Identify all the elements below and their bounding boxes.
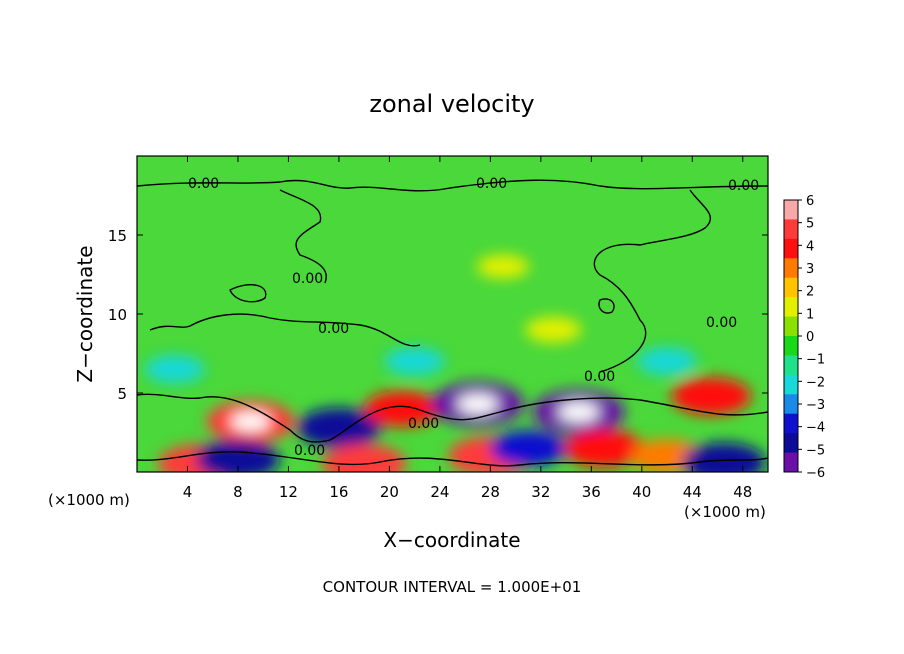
contour-label-6: 0.00 — [584, 369, 615, 385]
x-tick-label-9: 40 — [632, 483, 651, 501]
y-axis-label: Z−coordinate — [73, 245, 97, 382]
field-feature-18 — [476, 254, 529, 279]
zero-contours — [137, 179, 768, 467]
field-feature-2 — [195, 439, 280, 472]
y-tick-label-0: 5 — [117, 385, 127, 403]
x-axis-ticks: 4 8 12 16 20 24 28 32 36 40 44 48 — [183, 156, 752, 501]
field-feature-13 — [681, 442, 766, 472]
x-tick-label-5: 24 — [430, 483, 449, 501]
contour-line-low — [137, 393, 768, 443]
field-feature-14 — [144, 355, 205, 384]
y-tick-label-1: 10 — [108, 306, 127, 324]
field-feature-core-6 — [457, 394, 499, 414]
svg-text:0.00: 0.00 — [292, 271, 323, 287]
colorbar-swatch-11 — [784, 413, 798, 434]
colorbar-label-10: −4 — [806, 421, 825, 436]
contour-label-2: 0.00 — [728, 178, 759, 194]
field-feature-16 — [525, 316, 582, 343]
x-tick-label-2: 12 — [279, 483, 298, 501]
colorbar-label-6: 0 — [806, 330, 814, 345]
field-feature-core-0 — [230, 411, 271, 431]
y-axis-ticks: 5 10 15 — [108, 227, 768, 403]
colorbar-swatch-5 — [784, 297, 798, 318]
colorbar-swatch-10 — [784, 394, 798, 415]
plot-field: 0.00 0.00 0.00 0.00 0.00 0.00 0.00 0.00 0.00 — [137, 156, 768, 472]
contour-label-7: 0.00 — [408, 416, 439, 432]
x-tick-label-1: 8 — [233, 483, 243, 501]
field-feature-3 — [296, 407, 381, 448]
contour-label-4: 0.00 — [318, 321, 349, 337]
colorbar-swatch-2 — [784, 238, 798, 259]
colorbar-label-7: −1 — [806, 353, 825, 368]
x-tick-label-11: 48 — [733, 483, 752, 501]
field-feature-12 — [671, 377, 752, 416]
svg-text:0.00: 0.00 — [476, 176, 507, 192]
svg-text:0.00: 0.00 — [294, 443, 325, 459]
field-feature-17 — [637, 347, 698, 376]
x-tick-label-4: 20 — [380, 483, 399, 501]
contour-labels: 0.00 0.00 0.00 0.00 0.00 0.00 0.00 0.00 0.00 — [188, 176, 759, 459]
contour-label-3: 0.00 — [292, 271, 323, 287]
field-feature-core-9 — [558, 402, 600, 422]
field-feature-4 — [322, 444, 407, 472]
svg-text:0.00: 0.00 — [728, 178, 759, 194]
x-tick-label-6: 28 — [481, 483, 500, 501]
x-tick-label-3: 16 — [329, 483, 348, 501]
colorbar-label-4: 2 — [806, 285, 814, 300]
x-tick-label-8: 36 — [582, 483, 601, 501]
x-unit-right: (×1000 m) — [684, 503, 766, 521]
colorbar-swatch-4 — [784, 277, 798, 298]
colorbar-label-0: 6 — [806, 194, 814, 209]
contour-line-mid — [279, 189, 327, 284]
contour-line-left — [149, 313, 421, 347]
colorbar-label-12: −6 — [806, 466, 825, 481]
colorbar-swatch-13 — [784, 452, 798, 473]
colorbar-swatch-7 — [784, 336, 798, 356]
svg-text:0.00: 0.00 — [408, 416, 439, 432]
colorbar-swatch-9 — [784, 374, 798, 395]
contour-loop-b — [598, 298, 615, 314]
contour-label-1: 0.00 — [476, 176, 507, 192]
field-feature-8 — [490, 430, 567, 467]
contour-label-8: 0.00 — [294, 443, 325, 459]
svg-text:0.00: 0.00 — [584, 369, 615, 385]
colorbar-label-11: −5 — [806, 443, 825, 458]
x-tick-label-7: 32 — [531, 483, 550, 501]
field-feature-15 — [384, 347, 445, 376]
contour-line-top — [137, 179, 768, 192]
colorbar-swatch-8 — [784, 355, 798, 376]
contour-label-0: 0.00 — [188, 176, 219, 192]
x-tick-label-0: 4 — [183, 483, 193, 501]
contour-line-right — [593, 189, 712, 373]
colorbar-label-1: 5 — [806, 217, 814, 232]
colorbar-label-5: 1 — [806, 307, 814, 322]
field-feature-10 — [563, 429, 644, 468]
x-axis-label: X−coordinate — [383, 528, 520, 552]
field-feature-5 — [364, 390, 441, 427]
svg-text:0.00: 0.00 — [188, 176, 219, 192]
colorbar-swatch-12 — [784, 433, 798, 454]
x-unit-left: (×1000 m) — [48, 491, 130, 509]
contour-line-base — [137, 451, 768, 467]
svg-text:0.00: 0.00 — [706, 315, 737, 331]
colorbar-label-3: 3 — [806, 262, 814, 277]
colorbar-swatch-6 — [784, 316, 798, 337]
colorbar-label-9: −3 — [806, 398, 825, 413]
svg-text:0.00: 0.00 — [318, 321, 349, 337]
colorbar-swatch-3 — [784, 258, 798, 279]
colorbar: 6 5 4 3 2 1 0 −1 −2 −3 −4 −5 −6 — [783, 194, 825, 481]
colorbar-label-2: 4 — [806, 239, 814, 254]
x-tick-label-10: 44 — [683, 483, 702, 501]
colorbar-swatch-0 — [784, 200, 798, 220]
contour-label-5: 0.00 — [706, 315, 737, 331]
y-tick-label-2: 15 — [108, 227, 127, 245]
chart-title: zonal velocity — [369, 90, 534, 118]
colorbar-swatch-1 — [784, 219, 798, 240]
contour-loop-a — [229, 284, 267, 303]
contour-interval-note: CONTOUR INTERVAL = 1.000E+01 — [323, 578, 582, 596]
colorbar-label-8: −2 — [806, 375, 825, 390]
